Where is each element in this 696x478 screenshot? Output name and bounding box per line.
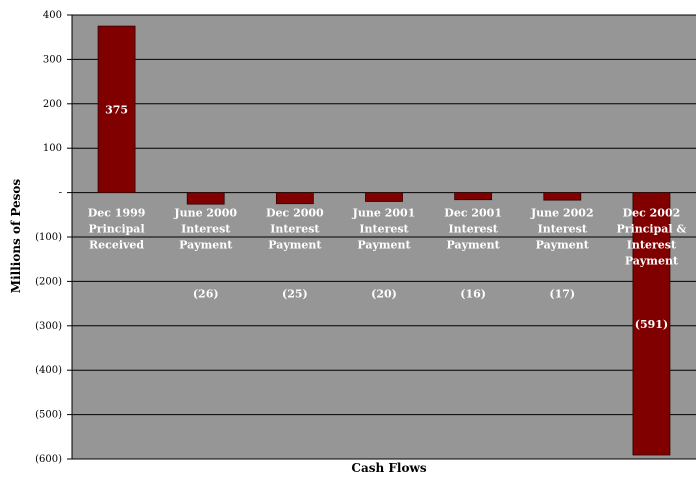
category-label: Payment <box>179 239 233 252</box>
bar <box>275 192 314 205</box>
y-tick-label: (100) <box>35 232 62 243</box>
category-label: June 2001 <box>352 207 416 220</box>
category-label: June 2002 <box>530 207 594 220</box>
category-label: Interest <box>448 223 498 236</box>
data-label: (20) <box>371 287 397 300</box>
category-label: Interest <box>538 223 588 236</box>
x-axis-label: Cash Flows <box>351 461 426 475</box>
y-tick-label: (200) <box>35 276 62 287</box>
category-label: Received <box>89 239 144 252</box>
y-tick-label: 300 <box>43 54 62 65</box>
category-label: Interest <box>270 223 320 236</box>
category-label: Principal <box>89 223 145 236</box>
y-tick-label: 200 <box>43 99 62 110</box>
y-tick-label: 400 <box>43 10 62 21</box>
data-label: (26) <box>193 287 219 300</box>
bar <box>543 192 582 201</box>
y-tick-label: 100 <box>43 143 62 154</box>
category-label: Dec 1999 <box>88 207 146 220</box>
data-label: 375 <box>105 103 128 116</box>
category-label: Payment <box>536 239 590 252</box>
category-label: Dec 2000 <box>266 207 324 220</box>
y-tick-label: (600) <box>35 454 62 465</box>
category-label: June 2000 <box>173 207 237 220</box>
data-label: (25) <box>282 287 308 300</box>
data-label: (591) <box>635 318 668 331</box>
category-label: Principal & <box>616 223 686 236</box>
y-axis-label: Millions of Pesos <box>9 179 23 294</box>
category-label: Dec 2002 <box>623 207 681 220</box>
bar <box>97 25 136 194</box>
y-tick-label: - <box>59 188 62 199</box>
category-label: Payment <box>357 239 411 252</box>
category-label: Payment <box>268 239 322 252</box>
bar <box>454 192 493 201</box>
category-label: Interest <box>359 223 409 236</box>
y-tick-label: (400) <box>35 365 62 376</box>
y-tick-label: (300) <box>35 321 62 332</box>
category-label: Payment <box>447 239 501 252</box>
y-tick-label: (500) <box>35 410 62 421</box>
category-label: Interest <box>181 223 231 236</box>
data-label: (16) <box>460 287 486 300</box>
bar <box>365 192 403 202</box>
category-label: Interest <box>627 239 677 252</box>
bar <box>632 192 671 456</box>
data-label: (17) <box>549 287 575 300</box>
category-label: Dec 2001 <box>444 207 502 220</box>
category-label: Payment <box>625 255 679 268</box>
bar <box>186 192 225 205</box>
